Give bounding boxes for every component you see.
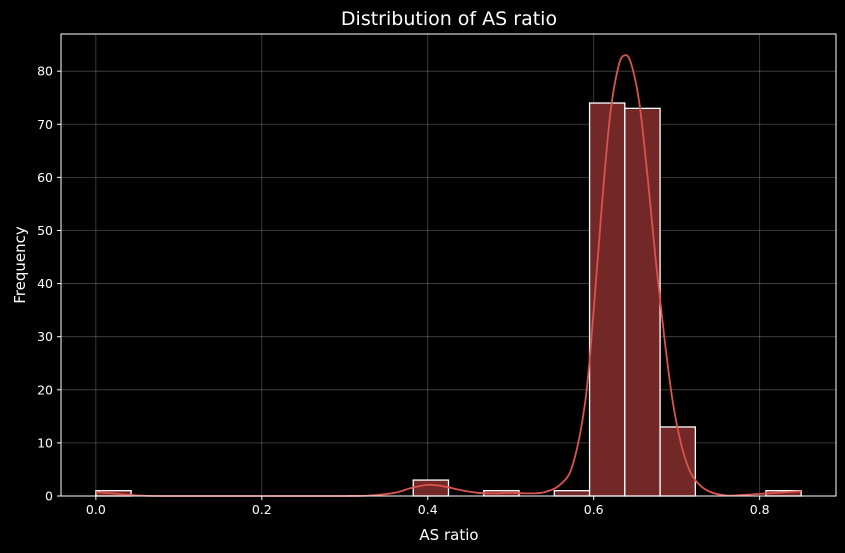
- y-axis-label: Frequency: [11, 226, 29, 304]
- y-tick-label: 50: [37, 223, 53, 238]
- x-tick-label: 0.4: [418, 502, 438, 517]
- grid-lines: [61, 34, 836, 497]
- histogram-bar: [412, 479, 450, 497]
- y-tick-label: 20: [37, 382, 53, 397]
- axis-ticks: 0.0 0.2 0.4 0.6 0.8 0 10 20 30 40 50 60 70 80: [37, 64, 770, 517]
- x-tick-label: 0.8: [750, 502, 770, 517]
- histogram-bar: [659, 426, 697, 497]
- y-tick-label: 80: [37, 64, 53, 79]
- x-tick-label: 0.2: [252, 502, 272, 517]
- histogram-bars: [95, 102, 802, 497]
- histogram-bar: [553, 490, 591, 497]
- plot-frame: [60, 33, 837, 497]
- histogram-bar: [624, 107, 661, 497]
- chart-title: Distribution of AS ratio: [341, 8, 557, 30]
- y-tick-label: 30: [37, 329, 53, 344]
- x-tick-label: 0.6: [584, 502, 604, 517]
- x-tick-label: 0.0: [86, 502, 106, 517]
- y-tick-label: 60: [37, 170, 53, 185]
- y-tick-label: 10: [37, 435, 53, 450]
- y-tick-label: 40: [37, 276, 53, 291]
- y-tick-label: 70: [37, 117, 53, 132]
- y-tick-label: 0: [45, 489, 53, 504]
- x-axis-label: AS ratio: [419, 526, 478, 544]
